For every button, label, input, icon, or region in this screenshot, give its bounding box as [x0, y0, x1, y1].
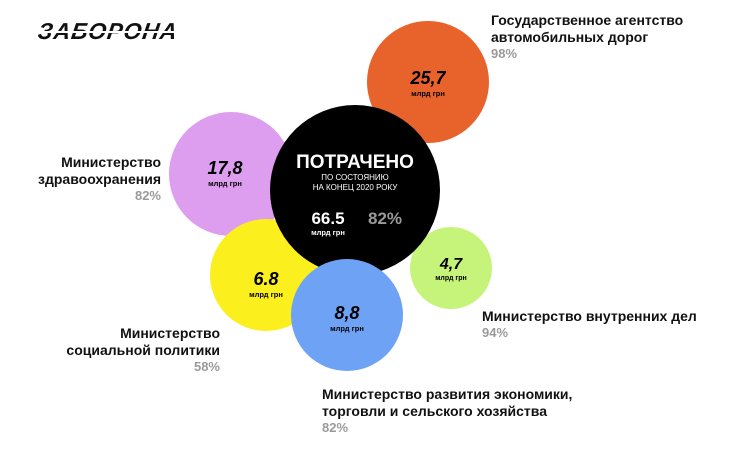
- bubble-roads-unit: млрд грн: [411, 89, 445, 98]
- label-roads-line2: автомобильных дорог: [491, 29, 649, 45]
- bubble-economy-value: 8,8: [334, 303, 359, 323]
- bubble-social-value: 6.8: [253, 269, 278, 289]
- bubble-roads: [367, 21, 489, 143]
- bubble-orange-group: 25,7 млрд грн: [367, 21, 489, 143]
- center-unit: млрд грн: [311, 228, 345, 237]
- label-roads-line1: Государственное агентство: [491, 12, 684, 28]
- center-value: 66.5: [311, 209, 344, 228]
- bubble-interior-value: 4,7: [439, 256, 463, 273]
- logo-stripe: [38, 31, 186, 33]
- center-percent: 82%: [368, 209, 402, 228]
- label-health-line2: здравоохранения: [38, 171, 161, 187]
- bubble-health-unit: млрд грн: [208, 179, 242, 188]
- label-social-percent: 58%: [193, 359, 220, 374]
- bubble-health: [169, 112, 293, 236]
- bubble-interior-unit: млрд грн: [435, 275, 467, 282]
- label-roads-percent: 98%: [491, 46, 518, 61]
- brand-logo: ЗАБОРОНА: [38, 18, 186, 44]
- bubble-green-group: 4,7 млрд грн: [410, 227, 492, 309]
- label-social-line2: социальной политики: [66, 342, 220, 358]
- bubble-roads-value: 25,7: [409, 68, 446, 88]
- bubble-social-unit: млрд грн: [249, 290, 283, 299]
- label-health-line1: Министерство: [61, 154, 161, 170]
- bubble-economy: [291, 259, 403, 371]
- bubble-black-group: ПОТРАЧЕНО ПО СОСТОЯНИЮ НА КОНЕЦ 2020 РОК…: [270, 105, 440, 275]
- label-economy-percent: 82%: [322, 420, 349, 435]
- label-economy: Министерство развития экономики, торговл…: [322, 386, 572, 436]
- label-interior-line1: Министерство внутренних дел: [482, 308, 697, 324]
- label-roads: Государственное агентство автомобильных …: [491, 12, 683, 62]
- label-social-line1: Министерство: [120, 325, 220, 341]
- bubble-total: [270, 105, 440, 275]
- bubble-health-value: 17,8: [207, 158, 242, 178]
- bubble-interior: [410, 227, 492, 309]
- label-interior: Министерство внутренних дел 94%: [482, 308, 697, 341]
- label-interior-percent: 94%: [482, 325, 509, 340]
- label-health-percent: 82%: [134, 188, 161, 203]
- bubble-economy-unit: млрд грн: [330, 324, 364, 333]
- center-subtitle-2: НА КОНЕЦ 2020 РОКУ: [313, 183, 399, 192]
- label-health: Министерство здравоохранения 82%: [38, 154, 161, 204]
- center-subtitle-1: ПО СОСТОЯНИЮ: [321, 173, 389, 182]
- label-social: Министерство социальной политики 58%: [66, 325, 220, 375]
- label-economy-line1: Министерство развития экономики,: [322, 386, 573, 402]
- bubble-violet-group: 17,8 млрд грн: [169, 112, 293, 236]
- bubble-blue-group: 8,8 млрд грн: [291, 259, 403, 371]
- label-economy-line2: торговли и сельского хозяйства: [322, 403, 547, 419]
- center-title: ПОТРАЧЕНО: [296, 152, 414, 173]
